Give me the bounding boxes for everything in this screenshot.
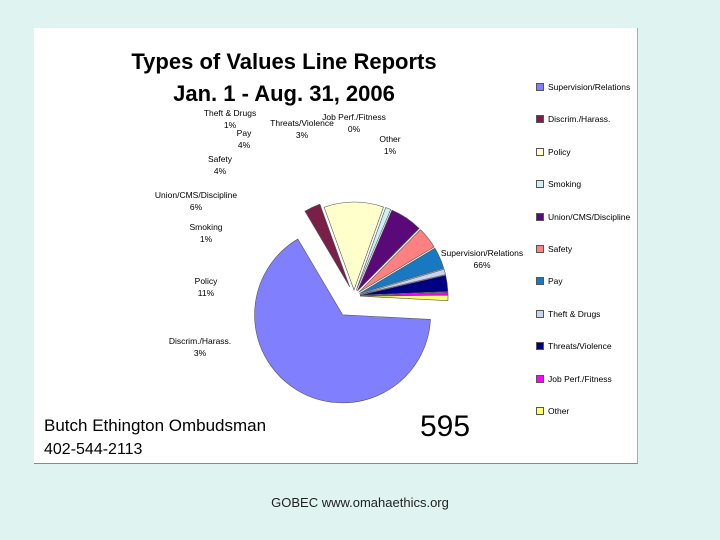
legend-item: Supervision/Relations bbox=[536, 80, 630, 94]
pie-slice-supervision-relations bbox=[254, 238, 431, 404]
legend-label: Discrim./Harass. bbox=[548, 114, 611, 125]
slice-percent: 1% bbox=[224, 120, 237, 130]
legend-item: Union/CMS/Discipline bbox=[536, 210, 630, 224]
slice-label: Safety bbox=[208, 154, 233, 164]
legend-label: Supervision/Relations bbox=[548, 82, 631, 92]
slice-percent: 0% bbox=[348, 124, 361, 134]
legend-label: Threats/Violence bbox=[548, 341, 612, 352]
legend-item: Job Perf./Fitness bbox=[536, 372, 612, 386]
pie-slice-union-cms-discipline bbox=[357, 209, 420, 292]
pie-slice-pay bbox=[359, 247, 445, 294]
legend-swatch bbox=[536, 309, 544, 318]
legend-label: Theft & Drugs bbox=[548, 308, 601, 319]
legend-item: Policy bbox=[536, 145, 571, 159]
footer-caption: GOBEC www.omahaethics.org bbox=[271, 495, 449, 510]
legend-swatch bbox=[536, 115, 544, 124]
legend-label: Other bbox=[548, 406, 570, 416]
slice-percent: 4% bbox=[214, 166, 227, 176]
total-count: 595 bbox=[420, 410, 471, 443]
legend-swatch bbox=[536, 83, 544, 91]
slice-label: Supervision/Relations bbox=[441, 248, 523, 258]
legend-item: Pay bbox=[536, 274, 563, 288]
legend-item: Other bbox=[536, 404, 569, 418]
pie-slice-smoking bbox=[355, 207, 392, 291]
slice-label: Smoking bbox=[189, 222, 222, 232]
slice-label: Union/CMS/Discipline bbox=[155, 190, 237, 200]
legend-label: Smoking bbox=[548, 179, 582, 190]
slice-label: Discrim./Harass. bbox=[169, 336, 231, 346]
legend-item: Threats/Violence bbox=[536, 339, 612, 353]
pie-slice-safety bbox=[358, 229, 435, 293]
ombudsman-phone: 402-544-2113 bbox=[44, 441, 143, 458]
legend-swatch bbox=[536, 180, 544, 189]
legend-label: Union/CMS/Discipline bbox=[548, 211, 631, 222]
legend-item: Theft & Drugs bbox=[536, 307, 600, 321]
chart-panel: Types of Values Line Reports Jan. 1 - Au… bbox=[34, 28, 638, 464]
pie-slice-theft-drugs bbox=[359, 268, 446, 295]
slice-percent: 66% bbox=[473, 260, 490, 270]
ombudsman-name: Butch Ethington Ombudsman bbox=[44, 416, 267, 435]
legend-label: Job Perf./Fitness bbox=[548, 373, 612, 384]
slice-percent: 3% bbox=[296, 130, 309, 140]
slice-percent: 4% bbox=[238, 140, 251, 150]
chart-title: Types of Values Line Reports bbox=[131, 49, 437, 74]
legend-swatch bbox=[536, 245, 544, 253]
pie-slice-discrim-harass- bbox=[304, 203, 351, 288]
slice-label: Job Perf./Fitness bbox=[322, 112, 386, 122]
legend-label: Policy bbox=[548, 146, 571, 157]
legend-swatch bbox=[536, 277, 544, 286]
slice-label: Threats/Violence bbox=[270, 118, 334, 128]
slice-percent: 3% bbox=[194, 348, 207, 358]
legend-swatch bbox=[536, 374, 544, 383]
slice-percent: 1% bbox=[384, 146, 397, 156]
legend-label: Safety bbox=[548, 244, 573, 254]
legend-item: Safety bbox=[536, 242, 572, 256]
slice-percent: 6% bbox=[190, 202, 203, 212]
legend-swatch bbox=[536, 407, 544, 415]
slice-label: Other bbox=[379, 134, 400, 144]
slice-percent: 11% bbox=[198, 288, 215, 298]
legend-swatch bbox=[536, 212, 544, 221]
legend-label: Pay bbox=[548, 276, 563, 287]
legend-item: Discrim./Harass. bbox=[536, 112, 610, 126]
pie-slice-other bbox=[359, 294, 449, 302]
legend-item: Smoking bbox=[536, 177, 581, 191]
slice-label: Theft & Drugs bbox=[204, 108, 256, 118]
slice-label: Policy bbox=[195, 276, 218, 286]
legend-swatch bbox=[536, 342, 544, 351]
pie-chart: Supervision/Relations 66% Discrim./Harass.… bbox=[155, 108, 523, 404]
chart-subtitle: Jan. 1 - Aug. 31, 2006 bbox=[173, 81, 395, 106]
slice-label: Pay bbox=[237, 128, 252, 138]
pie-slice-threats-violence bbox=[359, 274, 449, 296]
pie-slice-policy bbox=[323, 201, 384, 291]
legend-swatch bbox=[536, 147, 544, 156]
slice-percent: 1% bbox=[200, 234, 213, 244]
